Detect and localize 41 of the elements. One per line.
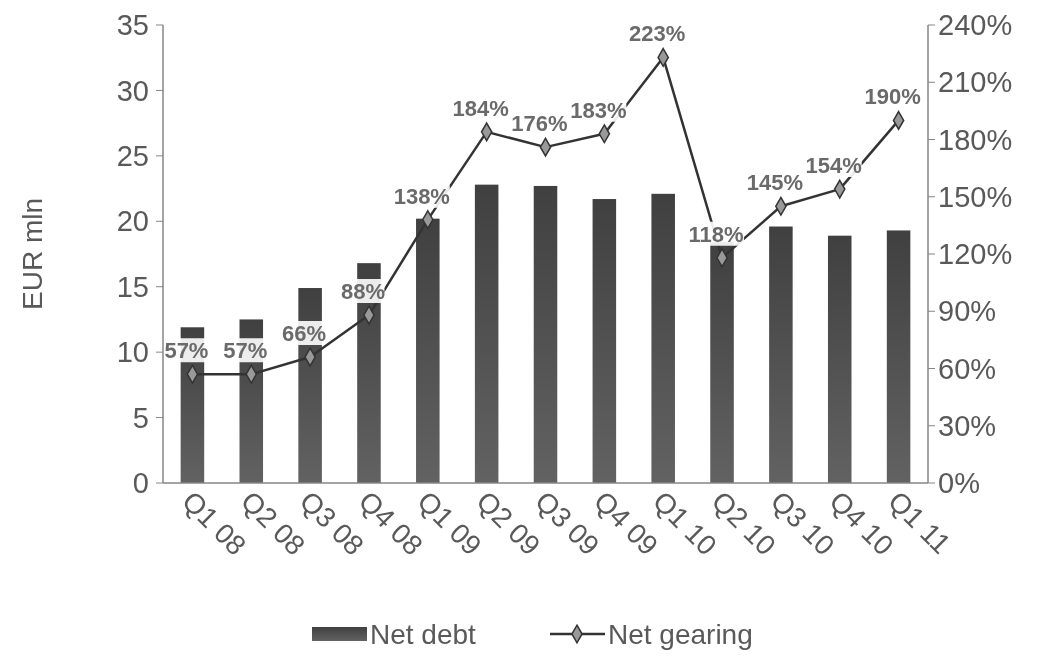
legend-label: Net gearing (608, 618, 753, 650)
y-axis-title: EUR mln (17, 197, 48, 311)
y-tick-label: 30 (116, 74, 149, 107)
data-label: 57% (164, 338, 209, 364)
data-label: 88% (340, 279, 385, 305)
y2-tick-label: 0% (938, 467, 980, 500)
y2-tick-label: 180% (938, 123, 1013, 156)
legend-label: Net debt (370, 618, 477, 650)
y-tick-label: 10 (116, 336, 149, 369)
y2-tick-label: 90% (938, 295, 997, 328)
y2-tick-label: 210% (938, 66, 1013, 99)
y2-tick-label: 60% (938, 352, 997, 385)
y2-tick-label: 150% (938, 180, 1013, 213)
bar (474, 184, 499, 483)
data-label: 183% (570, 97, 627, 123)
y-tick-label: 35 (116, 9, 149, 42)
y2-tick-label: 120% (938, 238, 1013, 271)
data-label: 145% (746, 170, 804, 196)
bar (651, 193, 675, 483)
data-label: 223% (629, 21, 686, 47)
bar (886, 230, 911, 483)
data-label: 184% (452, 95, 509, 121)
data-label: 154% (805, 153, 862, 179)
y-tick-label: 15 (116, 270, 149, 303)
bar (416, 218, 440, 483)
data-label: 190% (864, 84, 921, 110)
y-tick-label: 0 (132, 467, 149, 500)
y-tick-label: 5 (132, 401, 149, 434)
data-label: 118% (688, 221, 744, 247)
data-label: 176% (511, 111, 568, 137)
data-label: 138% (393, 183, 450, 209)
bar (827, 235, 852, 483)
data-label: 57% (223, 338, 268, 364)
y-tick-label: 25 (116, 140, 149, 173)
y2-tick-label: 30% (938, 409, 997, 442)
bar (533, 185, 558, 483)
y2-tick-label: 240% (938, 9, 1013, 42)
bar (592, 199, 617, 483)
bar (769, 226, 793, 483)
y-tick-label: 20 (116, 205, 149, 238)
data-label: 66% (282, 321, 327, 347)
